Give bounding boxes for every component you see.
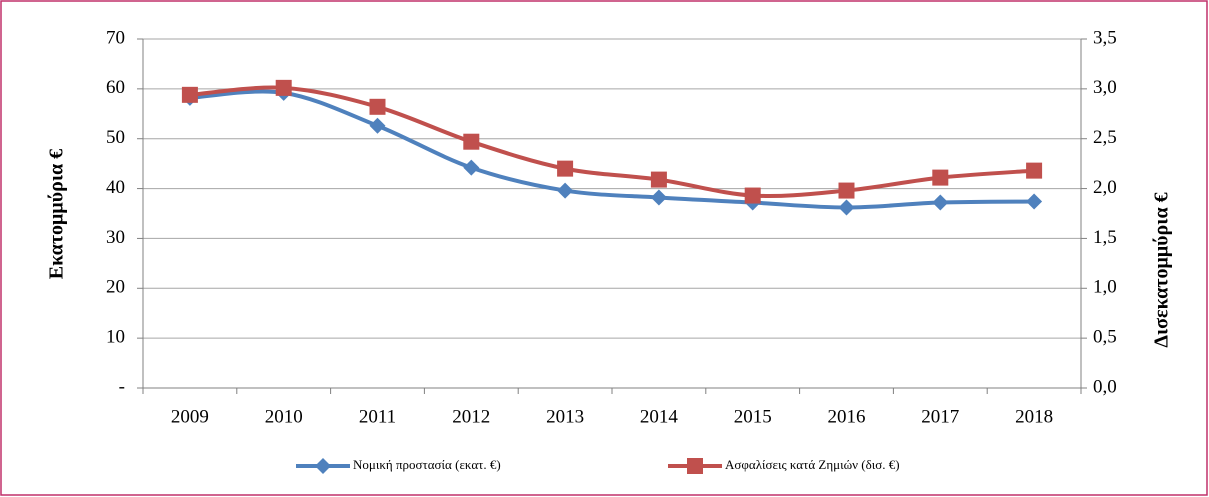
y2-tick-label: 1,5 [1093, 227, 1117, 248]
y-tick-label: 20 [106, 277, 125, 298]
point-marker [838, 182, 855, 199]
y2-tick-label: 3,0 [1093, 77, 1117, 98]
point-marker [557, 182, 574, 199]
series-line [189, 85, 1035, 199]
legend-marker [687, 458, 703, 474]
x-tick-label: 2017 [921, 406, 959, 427]
x-tick-label: 2012 [452, 406, 490, 427]
series-line [189, 89, 1035, 210]
x-tick-label: 2013 [546, 406, 584, 427]
y-tick-label: 70 [106, 27, 125, 48]
y2-tick-label: 2,5 [1093, 127, 1117, 148]
y2-axis-title: Δισεκατομμύρια € [1151, 192, 1173, 347]
y-tick-label: 10 [106, 327, 125, 348]
point-marker [1026, 162, 1043, 179]
point-marker [932, 169, 949, 186]
legend-label: Ασφαλίσεις κατά Ζημιών (δισ. €) [725, 457, 900, 472]
legend-label: Νομική προστασία (εκατ. €) [353, 457, 501, 472]
point-marker [932, 194, 949, 211]
point-marker [463, 133, 480, 150]
y-tick-label: 60 [106, 77, 125, 98]
point-marker [181, 86, 198, 103]
y-axis-title: Εκατομμύρια € [46, 149, 68, 279]
point-marker [1026, 193, 1043, 210]
point-marker [557, 160, 574, 177]
point-marker [650, 189, 667, 206]
point-marker [838, 199, 855, 216]
point-marker [275, 79, 292, 96]
y-tick-label: - [119, 376, 125, 397]
y2-tick-label: 0,5 [1093, 327, 1117, 348]
x-tick-label: 2011 [359, 406, 396, 427]
y2-tick-label: 1,0 [1093, 277, 1117, 298]
legend-marker [315, 458, 331, 474]
x-tick-label: 2009 [171, 406, 209, 427]
x-tick-label: 2014 [640, 406, 679, 427]
y2-tick-label: 0,0 [1093, 376, 1117, 397]
y-tick-label: 40 [106, 177, 125, 198]
x-tick-label: 2010 [265, 406, 303, 427]
y2-tick-label: 2,0 [1093, 177, 1117, 198]
x-tick-label: 2016 [828, 406, 866, 427]
point-marker [463, 159, 480, 176]
y-tick-label: 50 [106, 127, 125, 148]
y-tick-label: 30 [106, 227, 125, 248]
point-marker [369, 117, 386, 134]
x-tick-label: 2015 [734, 406, 772, 427]
point-marker [650, 171, 667, 188]
point-marker [369, 98, 386, 115]
x-tick-label: 2018 [1015, 406, 1053, 427]
point-marker [744, 187, 761, 204]
y2-tick-label: 3,5 [1093, 27, 1117, 48]
